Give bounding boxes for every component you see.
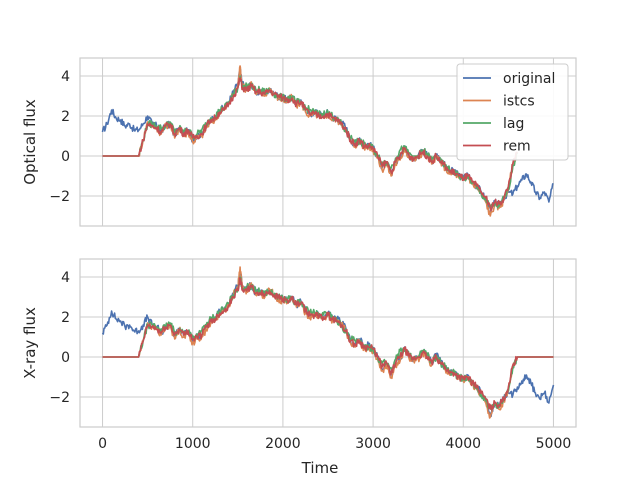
x-tick-label-xray: 1000 — [175, 436, 211, 452]
x-tick-label-xray: 0 — [98, 436, 107, 452]
series-line-rem-xray — [102, 277, 554, 411]
x-tick-label-xray: 3000 — [355, 436, 391, 452]
y-tick-label-optical: 4 — [61, 69, 70, 85]
y-axis-label-optical: Optical flux — [21, 99, 39, 185]
series-line-rem-optical — [102, 77, 518, 212]
y-tick-label-xray: −2 — [49, 390, 70, 406]
legend-label-rem: rem — [503, 139, 531, 155]
x-tick-label-xray: 2000 — [265, 436, 301, 452]
legend-label-istcs: istcs — [503, 94, 535, 110]
x-axis-label-xray: Time — [301, 459, 339, 477]
legend-box — [456, 63, 569, 161]
y-tick-label-optical: −2 — [49, 189, 70, 205]
y-tick-label-xray: 2 — [61, 310, 70, 326]
panel-xray: −2 0 2 4 0 1000 2000 3000 4000 5000 X-ray flux Time — [21, 258, 577, 477]
x-tick-label-xray: 5000 — [536, 436, 572, 452]
legend: original istcs lag rem — [456, 63, 569, 161]
y-tick-label-optical: 2 — [61, 109, 70, 125]
legend-label-original: original — [503, 71, 555, 87]
y-tick-label-xray: 4 — [61, 270, 70, 286]
legend-label-lag: lag — [503, 116, 524, 132]
series-line-lag-optical — [102, 75, 519, 209]
axes-frame-optical — [79, 57, 577, 227]
panel-optical: −2 0 2 4 Optical flux original istcs lag rem — [21, 57, 577, 227]
axes-frame-xray — [79, 258, 577, 428]
y-tick-label-optical: 0 — [61, 149, 70, 165]
y-axis-label-xray: X-ray flux — [21, 307, 39, 379]
y-tick-label-xray: 0 — [61, 350, 70, 366]
x-tick-label-xray: 4000 — [445, 436, 481, 452]
